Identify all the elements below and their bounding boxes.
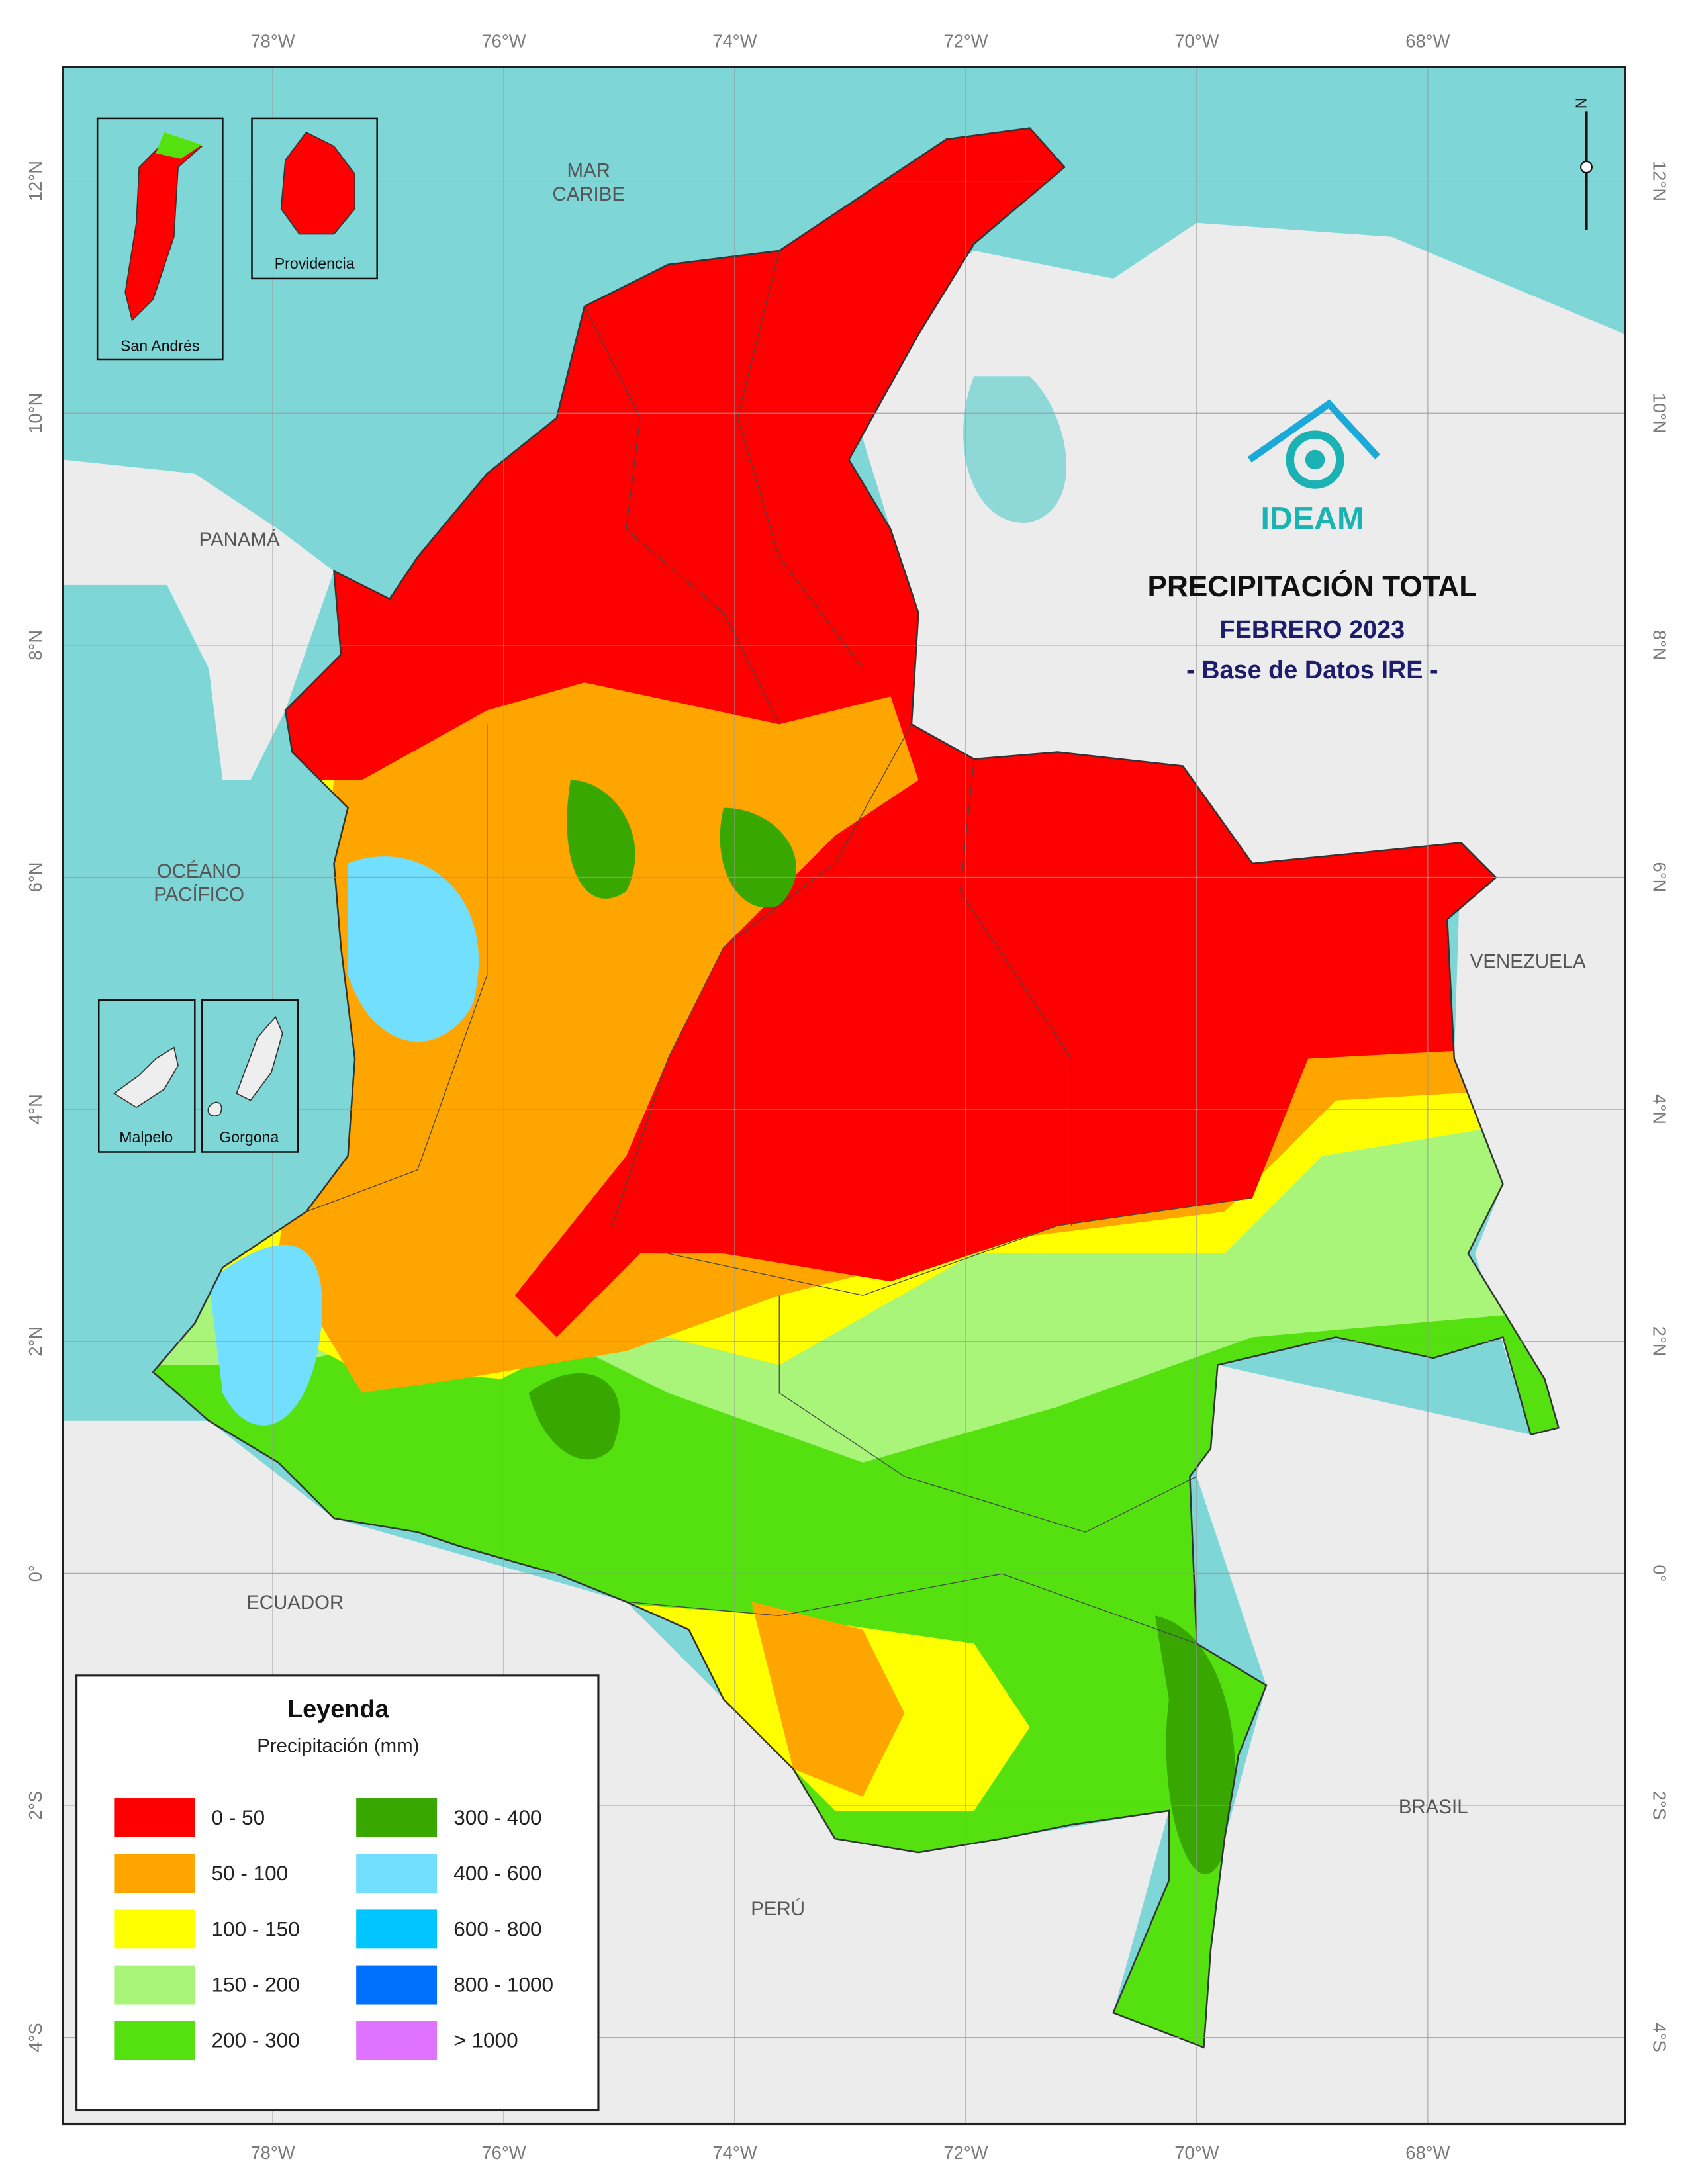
latitude-label-left: 0° [25,1565,46,1582]
legend-label: 600 - 800 [453,1917,541,1940]
longitude-label-top: 76°W [481,31,526,52]
island-providencia [280,131,355,235]
subtitle: FEBRERO 2023 [1220,616,1405,644]
latitude-label-left: 12°N [25,161,46,201]
longitude-label-bottom: 74°W [712,2142,757,2163]
legend-swatch [356,1798,438,1837]
place-label: BRASIL [1399,1796,1468,1818]
place-label: OCÉANO [157,860,242,882]
logo-eye [1305,449,1325,470]
north-arrow: N [1573,97,1593,230]
longitude-label-bottom: 78°W [250,2142,295,2163]
latitude-label-left: 8°N [25,630,46,660]
place-label: VENEZUELA [1470,951,1586,973]
longitude-label-bottom: 68°W [1405,2142,1450,2163]
longitude-label-bottom: 76°W [481,2142,526,2163]
legend-label: 400 - 600 [453,1861,541,1885]
longitude-label-top: 78°W [250,31,295,52]
inset-label: Malpelo [119,1128,173,1146]
legend-swatch [356,1965,438,2005]
island-gorgona [207,1015,283,1117]
latitude-label-left: 2°S [25,1791,46,1820]
north-label: N [1573,97,1590,109]
latitude-label-left: 6°N [25,862,46,893]
place-label: MAR [567,159,610,181]
zone-300-400-east [1154,1615,1236,1874]
latitude-label-right: 2°N [1649,1326,1669,1357]
logo-roof [1247,399,1381,463]
legend-swatch [114,1909,195,1949]
department-borders [306,250,1253,1645]
legend-label: > 1000 [453,2028,518,2052]
place-label: PERÚ [751,1898,805,1920]
legend-label: 150 - 200 [212,1973,300,1997]
place-label: ECUADOR [246,1592,344,1614]
latitude-label-right: 6°N [1649,862,1669,893]
zone-400-600 [348,856,479,1042]
latitude-label-right: 0° [1649,1565,1669,1582]
latitude-label-right: 2°S [1649,1791,1669,1820]
legend-swatch [114,1965,195,2005]
latitude-label-right: 12°N [1649,161,1669,201]
longitude-label-top: 68°W [1405,31,1450,52]
logo-swirl [1286,430,1344,489]
latitude-label-right: 8°N [1649,630,1669,660]
latitude-label-left: 10°N [25,393,46,433]
legend-label: 800 - 1000 [453,1973,553,1997]
longitude-label-bottom: 72°W [943,2142,988,2163]
inset-label: Providencia [275,255,355,272]
place-label: PACÍFICO [154,884,244,906]
logo: IDEAM [1247,399,1381,537]
north-arrow-center [1580,161,1593,174]
legend-swatch [356,1909,438,1949]
longitude-label-bottom: 70°W [1174,2142,1219,2163]
legend-swatch [114,1854,195,1893]
legend-swatch [114,2021,195,2060]
zone-300-400 [528,1373,620,1460]
place-label: CARIBE [552,183,625,205]
inset-label: Gorgona [219,1128,279,1146]
latitude-label-left: 4°S [25,2023,46,2052]
longitude-label-top: 74°W [712,31,757,52]
zone-50-100-south [751,1602,905,1797]
zone-400-600-south [209,1244,322,1426]
logo-text: IDEAM [1261,501,1364,537]
latitude-label-right: 4°S [1649,2023,1669,2052]
legend-title: Leyenda [287,1696,389,1723]
longitude-label-top: 70°W [1174,31,1219,52]
legend-label: 0 - 50 [212,1805,265,1829]
legend-swatch [356,2021,438,2060]
latitude-label-right: 10°N [1649,393,1669,433]
island-san-andres [124,138,203,322]
source: - Base de Datos IRE - [1186,657,1438,684]
latitude-label-left: 2°N [25,1326,46,1357]
legend-label: 50 - 100 [212,1861,289,1885]
inset-label: San Andrés [120,337,200,354]
island-san-andres-north [156,132,202,159]
legend: Leyenda Precipitación (mm) 0 - 50 50 - 10… [75,1674,600,2112]
legend-swatch [114,1798,195,1837]
legend-label: 200 - 300 [212,2028,300,2052]
legend-subtitle: Precipitación (mm) [257,1735,419,1757]
inset-boxes [96,117,378,1153]
latitude-label-right: 4°N [1649,1094,1669,1124]
title: PRECIPITACIÓN TOTAL [1148,570,1477,603]
latitude-label-left: 4°N [25,1094,46,1124]
panama-land [62,459,334,780]
island-malpelo [113,1046,179,1109]
legend-label: 300 - 400 [453,1805,541,1829]
legend-label: 100 - 150 [212,1917,300,1940]
map-frame [62,66,1626,2126]
longitude-label-top: 72°W [943,31,988,52]
legend-swatch [356,1854,438,1893]
place-label: PANAMÁ [199,529,280,551]
map-layer: N IDEAM PRECIPITACIÓN TOTAL FEBRERO 2023… [25,31,1669,2163]
zone-300-400-andes [567,780,796,908]
